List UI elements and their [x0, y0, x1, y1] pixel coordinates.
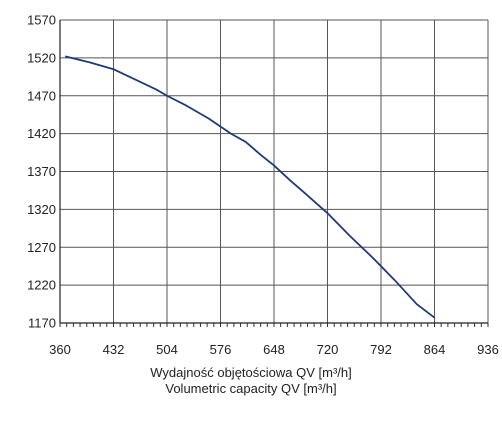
x-tick-label: 936 — [477, 342, 499, 357]
y-tick-label: 1170 — [28, 316, 56, 331]
x-tick-labels: 360 432 504 576 648 720 792 864 936 — [49, 342, 499, 357]
y-tick-labels: 1170 1220 1270 1320 1370 1420 1470 1520 1570 — [27, 13, 56, 331]
y-tick-label: 1420 — [27, 126, 56, 141]
x-tick-label: 576 — [210, 342, 232, 357]
x-tick-label: 504 — [156, 342, 178, 357]
x-axis-label-line-2: Volumetric capacity QV [m³/h] — [165, 381, 336, 396]
y-tick-label: 1220 — [27, 278, 56, 293]
x-tick-label: 648 — [263, 342, 285, 357]
x-tick-label: 864 — [424, 342, 446, 357]
y-tick-label: 1570 — [27, 13, 56, 28]
x-tick-label: 792 — [370, 342, 392, 357]
y-tick-label: 1520 — [27, 50, 56, 65]
y-tick-label: 1270 — [27, 240, 56, 255]
x-tick-label: 432 — [103, 342, 125, 357]
x-tick-label: 720 — [317, 342, 339, 357]
y-tick-label: 1320 — [27, 202, 56, 217]
x-tick-label: 360 — [49, 342, 71, 357]
y-tick-label: 1470 — [27, 88, 56, 103]
axes — [59, 20, 489, 327]
y-tick-label: 1370 — [27, 164, 56, 179]
x-axis-label-line-1: Wydajność objętościowa QV [m³/h] — [150, 365, 351, 380]
series-line — [64, 55, 436, 319]
series-layer — [64, 55, 436, 319]
